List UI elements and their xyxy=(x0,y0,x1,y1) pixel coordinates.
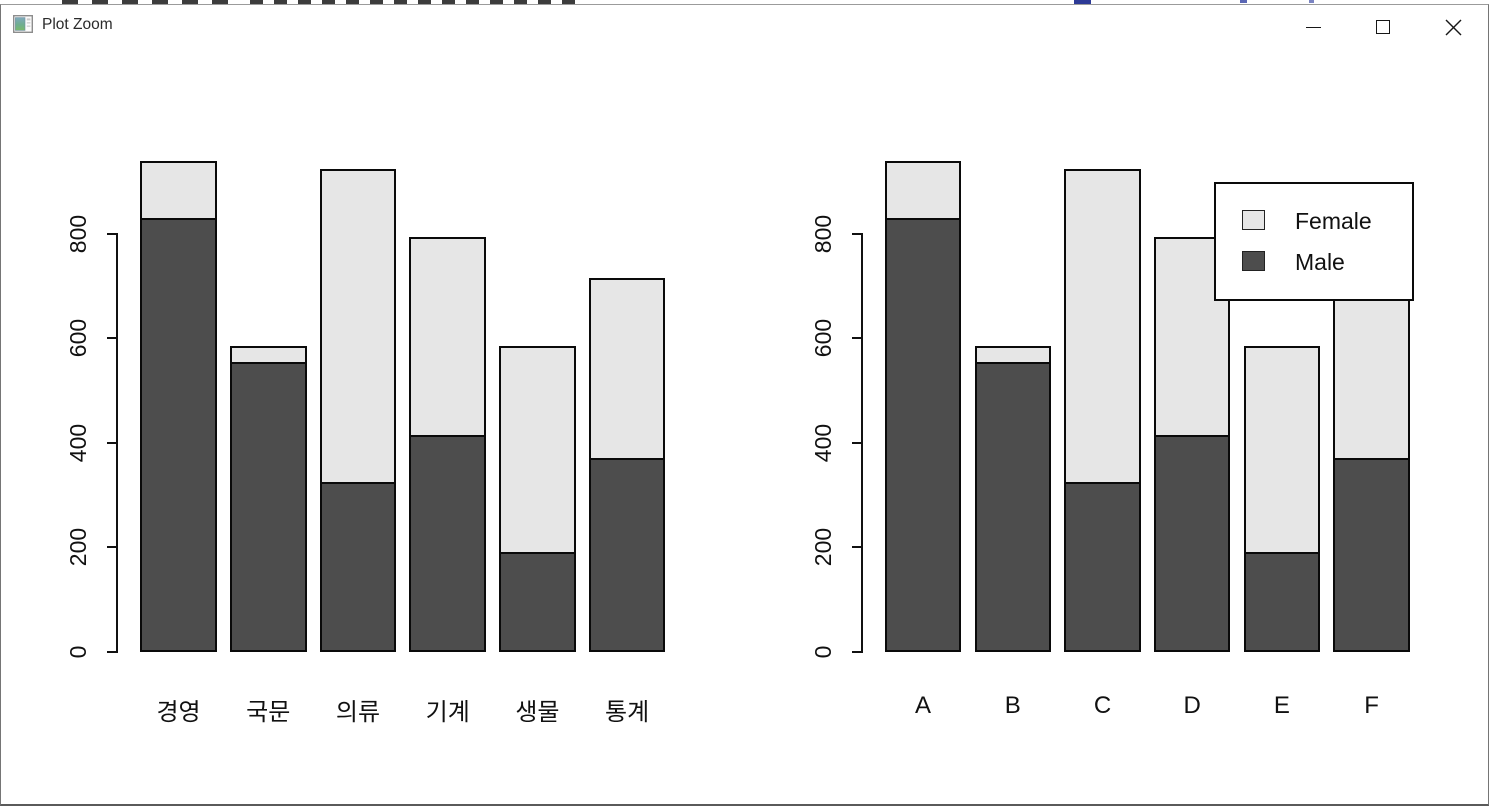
y-axis-tick xyxy=(852,233,862,235)
bar-segment-male xyxy=(319,481,397,652)
y-tick-label: 0 xyxy=(64,645,91,658)
bar-segment-male xyxy=(409,434,486,652)
legend-box: Female Male xyxy=(1214,182,1414,301)
y-axis-tick xyxy=(106,650,117,653)
x-category-label: C xyxy=(1093,692,1112,719)
maximize-button[interactable] xyxy=(1348,5,1418,49)
y-axis-tick xyxy=(852,337,862,340)
bar-segment-female xyxy=(319,168,397,482)
bar-segment-female xyxy=(974,346,1052,362)
bar-segment-male xyxy=(884,218,962,652)
x-category-label: E xyxy=(1273,692,1290,719)
close-button[interactable] xyxy=(1418,5,1488,49)
y-axis-line xyxy=(115,233,118,653)
background-text-artifact xyxy=(250,0,580,4)
x-category-label: D xyxy=(1183,692,1201,719)
legend-label: Female xyxy=(1295,208,1372,234)
y-tick-label: 600 xyxy=(64,319,91,358)
bar-segment-female xyxy=(499,346,576,553)
y-axis-tick xyxy=(106,441,117,444)
y-tick-label: 200 xyxy=(64,527,91,567)
x-category-label: A xyxy=(915,692,932,719)
y-axis-tick xyxy=(106,337,117,340)
x-category-label: 기계 xyxy=(425,699,470,726)
y-tick-label: 800 xyxy=(810,214,836,254)
x-category-label: B xyxy=(1004,692,1021,719)
y-axis-tick xyxy=(852,650,862,653)
bar-segment-female xyxy=(409,236,486,435)
x-category-label: 의류 xyxy=(335,699,381,726)
bar-segment-male xyxy=(974,361,1052,652)
bar-segment-male xyxy=(1333,458,1410,652)
y-tick-label: 400 xyxy=(64,423,91,462)
bar-segment-male xyxy=(1064,481,1141,652)
background-text-artifact xyxy=(62,0,242,4)
plot-window-icon xyxy=(13,15,33,33)
bar-segment-female xyxy=(230,346,307,362)
legend-row: Female xyxy=(1216,208,1412,234)
y-axis-line xyxy=(861,233,863,653)
bar-segment-male xyxy=(588,458,666,652)
bar-segment-male xyxy=(140,218,217,652)
y-axis-tick xyxy=(852,546,862,549)
legend-label: Male xyxy=(1295,249,1345,275)
y-axis-tick xyxy=(106,546,117,549)
y-tick-label: 200 xyxy=(810,527,836,567)
x-category-label: 통계 xyxy=(605,699,650,726)
y-axis-tick xyxy=(106,233,117,235)
titlebar[interactable]: Plot Zoom xyxy=(1,5,1488,50)
minimize-button[interactable] xyxy=(1278,5,1348,49)
minimize-icon xyxy=(1305,26,1321,28)
legend-swatch-female xyxy=(1242,210,1265,230)
bar-segment-male xyxy=(1243,552,1321,652)
x-category-label: 경영 xyxy=(156,699,201,726)
background-blue-artifact xyxy=(1240,0,1247,3)
legend-swatch-male xyxy=(1242,251,1265,271)
close-icon xyxy=(1445,19,1461,35)
y-tick-label: 600 xyxy=(810,319,836,358)
y-axis-tick xyxy=(852,441,862,444)
y-tick-label: 400 xyxy=(810,423,836,462)
bar-segment-female xyxy=(1243,346,1321,553)
background-blue-artifact xyxy=(1309,0,1314,3)
y-tick-label: 0 xyxy=(810,645,836,658)
bar-segment-male xyxy=(499,552,576,652)
window-title: Plot Zoom xyxy=(42,16,113,33)
legend-row: Male xyxy=(1216,249,1412,275)
x-category-label: 국문 xyxy=(246,699,291,726)
plot-zoom-window: Plot Zoom 0 200 400 600 800 경영 국문 의류 기계 생물 통계 0 200 4… xyxy=(0,4,1489,806)
maximize-icon xyxy=(1376,20,1390,34)
bar-segment-female xyxy=(884,160,962,219)
background-window-sliver xyxy=(0,0,1489,4)
x-category-label: 생물 xyxy=(515,699,560,726)
bar-segment-female xyxy=(140,160,217,219)
plot-canvas: 0 200 400 600 800 경영 국문 의류 기계 생물 통계 0 200 400 600 800 A B… xyxy=(1,5,1488,805)
bar-segment-female xyxy=(588,278,666,459)
background-blue-artifact xyxy=(1074,0,1091,4)
bar-segment-female xyxy=(1064,168,1141,482)
bar-segment-male xyxy=(1153,434,1231,652)
bar-segment-male xyxy=(230,361,307,652)
x-category-label: F xyxy=(1364,692,1379,719)
bar-segment-female xyxy=(1333,278,1410,459)
y-tick-label: 800 xyxy=(64,214,91,254)
